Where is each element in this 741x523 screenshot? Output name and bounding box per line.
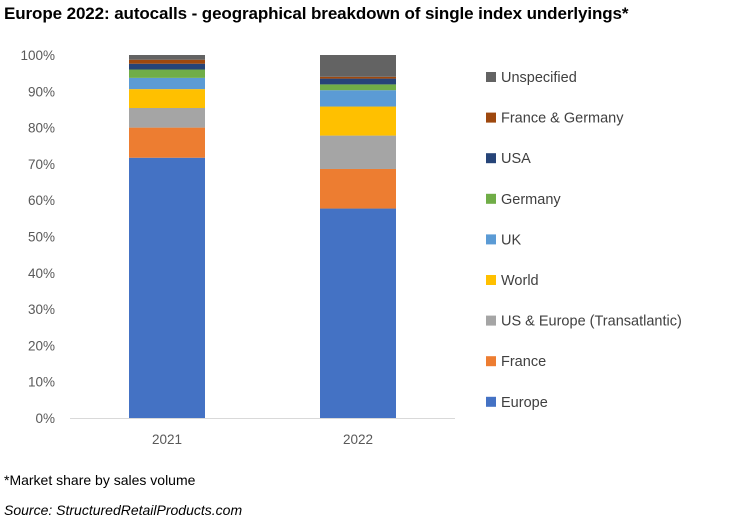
bar-segment-uk-2022	[320, 90, 396, 107]
bar-segment-usa-2022	[320, 78, 396, 85]
bar-segment-unspecified-2021	[129, 55, 205, 60]
legend-swatch	[486, 396, 496, 407]
legend-label: World	[501, 273, 539, 289]
bar-segment-usa-2021	[129, 63, 205, 70]
legend-label: France & Germany	[501, 111, 624, 127]
legend-swatch	[486, 112, 496, 123]
x-axis: 2021 2022	[70, 418, 455, 447]
legend-label: Europe	[501, 395, 548, 411]
y-tick-label: 0%	[35, 411, 55, 426]
legend-swatch	[486, 234, 496, 245]
y-tick-label: 90%	[28, 84, 55, 99]
legend-label: France	[501, 354, 546, 370]
y-tick-label: 70%	[28, 157, 55, 172]
x-tick-label: 2022	[343, 432, 373, 447]
chart-title: Europe 2022: autocalls - geographical br…	[4, 4, 629, 23]
bar-segment-france-germany-2022	[320, 76, 396, 79]
y-tick-label: 50%	[28, 230, 55, 245]
bar-segment-world-2021	[129, 89, 205, 108]
legend-swatch	[486, 315, 496, 326]
bars	[129, 55, 396, 418]
y-tick-label: 40%	[28, 266, 55, 281]
legend: Unspecified France & Germany USA Germany UK W…	[486, 70, 682, 411]
legend-label: UK	[501, 232, 521, 248]
bar-segment-europe-2022	[320, 208, 396, 418]
legend-swatch	[486, 153, 496, 164]
legend-label: Germany	[501, 192, 561, 208]
y-axis: 0% 10% 20% 30% 40% 50% 60% 70% 80% 90% 100%	[20, 48, 55, 426]
y-tick-label: 20%	[28, 338, 55, 353]
y-tick-label: 10%	[28, 375, 55, 390]
source-note: Source: StructuredRetailProducts.com	[4, 502, 243, 518]
bar-segment-world-2022	[320, 106, 396, 136]
bar-segment-france-2022	[320, 168, 396, 209]
bar-segment-unspecified-2022	[320, 55, 396, 77]
bar-segment-uk-2021	[129, 77, 205, 90]
bar-segment-germany-2022	[320, 84, 396, 91]
legend-swatch	[486, 356, 496, 367]
legend-swatch	[486, 275, 496, 285]
legend-swatch	[486, 193, 496, 204]
legend-label: US & Europe (Transatlantic)	[501, 314, 682, 330]
bar-segment-germany-2021	[129, 69, 205, 78]
bar-segment-us-europe-transatlantic--2021	[129, 107, 205, 128]
legend-label: Unspecified	[501, 70, 577, 86]
bar-segment-europe-2021	[129, 157, 205, 418]
bar-segment-france-2021	[129, 127, 205, 158]
y-tick-label: 60%	[28, 193, 55, 208]
y-tick-label: 80%	[28, 121, 55, 136]
bar-segment-france-germany-2021	[129, 59, 205, 64]
legend-label: USA	[501, 151, 531, 167]
legend-swatch	[486, 72, 496, 82]
footnote: *Market share by sales volume	[4, 472, 196, 488]
y-tick-label: 30%	[28, 302, 55, 317]
bar-segment-us-europe-transatlantic--2022	[320, 135, 396, 169]
y-tick-label: 100%	[20, 48, 55, 63]
x-tick-label: 2021	[152, 432, 182, 447]
